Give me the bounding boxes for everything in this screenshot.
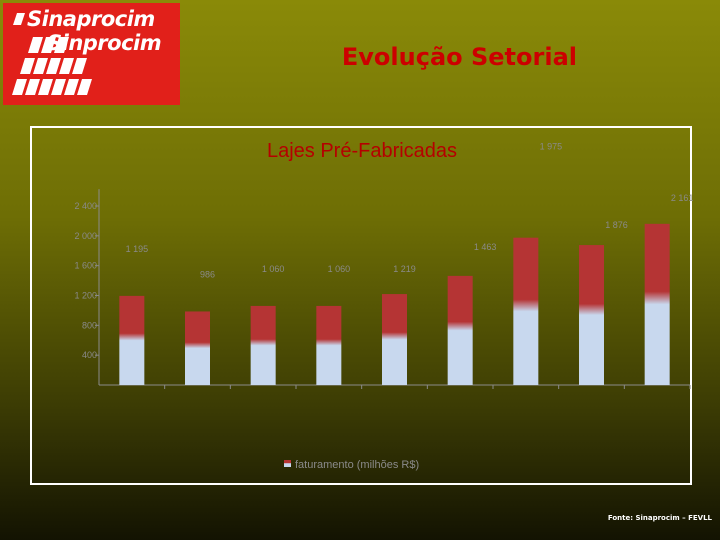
data-label: 986 bbox=[200, 269, 215, 279]
y-tick-label: 800 bbox=[82, 320, 97, 330]
sinaprocim-logo: Sinaprocim Sinprocim bbox=[3, 3, 180, 105]
data-label: 1 195 bbox=[126, 244, 149, 254]
logo-text-sinaprocim: Sinaprocim bbox=[27, 7, 155, 31]
chart-frame bbox=[30, 126, 692, 485]
bar bbox=[513, 237, 539, 385]
bar bbox=[447, 275, 473, 385]
page-title: Evolução Setorial bbox=[341, 43, 577, 71]
bar bbox=[644, 223, 670, 385]
y-tick-label: 2 000 bbox=[74, 231, 97, 241]
legend-swatch bbox=[284, 460, 291, 467]
data-label: 1 219 bbox=[393, 264, 416, 274]
y-tick-label: 2 400 bbox=[74, 201, 97, 211]
bar bbox=[119, 295, 145, 385]
chart-title: Lajes Pré-Fabricadas bbox=[266, 140, 458, 162]
data-label: 1 876 bbox=[605, 220, 628, 230]
bar bbox=[185, 311, 210, 385]
bar bbox=[316, 305, 342, 385]
y-tick-label: 400 bbox=[82, 350, 97, 360]
source-note: Fonte: Sinaprocim – FEVLL bbox=[607, 514, 712, 522]
data-label: 1 463 bbox=[474, 242, 497, 252]
data-label: 1 975 bbox=[540, 142, 563, 152]
logo-grid-icon bbox=[12, 13, 92, 95]
y-tick-label: 1 200 bbox=[74, 291, 97, 301]
data-label: 1 060 bbox=[262, 264, 285, 274]
bar bbox=[382, 294, 407, 385]
bar bbox=[579, 245, 604, 385]
logo-text-sinprocim: Sinprocim bbox=[47, 31, 162, 55]
legend-label: faturamento (milhões R$) bbox=[295, 459, 419, 471]
data-label: 2 161 bbox=[671, 193, 694, 203]
bar bbox=[250, 305, 276, 385]
data-label: 1 060 bbox=[328, 264, 351, 274]
y-tick-label: 1 600 bbox=[74, 261, 97, 271]
